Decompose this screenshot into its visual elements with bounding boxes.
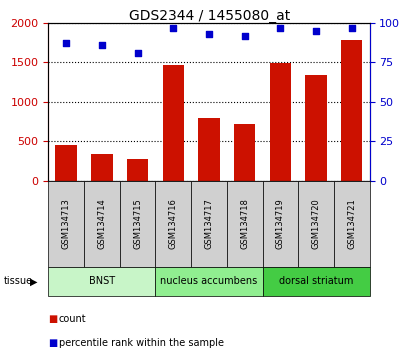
Bar — [155, 181, 191, 267]
Text: ▶: ▶ — [30, 276, 38, 286]
Bar — [155, 267, 262, 296]
Text: GSM134716: GSM134716 — [169, 199, 178, 249]
Text: GSM134720: GSM134720 — [312, 199, 320, 249]
Point — [241, 33, 248, 39]
Bar — [262, 267, 370, 296]
Text: dorsal striatum: dorsal striatum — [279, 276, 353, 286]
Bar — [298, 181, 334, 267]
Text: ■: ■ — [48, 338, 58, 348]
Bar — [262, 181, 298, 267]
Bar — [341, 40, 362, 181]
Point — [63, 41, 70, 46]
Point — [349, 25, 355, 30]
Text: GSM134717: GSM134717 — [205, 199, 213, 249]
Text: GSM134713: GSM134713 — [62, 199, 71, 249]
Text: ■: ■ — [48, 314, 58, 324]
Text: percentile rank within the sample: percentile rank within the sample — [59, 338, 224, 348]
Text: GSM134714: GSM134714 — [97, 199, 106, 249]
Bar — [120, 181, 155, 267]
Text: GSM134718: GSM134718 — [240, 199, 249, 249]
Bar — [84, 181, 120, 267]
Point — [277, 25, 284, 30]
Bar — [305, 75, 327, 181]
Bar — [55, 145, 77, 181]
Bar — [163, 65, 184, 181]
Bar — [198, 118, 220, 181]
Text: GSM134715: GSM134715 — [133, 199, 142, 249]
Point — [170, 25, 177, 30]
Bar — [270, 63, 291, 181]
Text: count: count — [59, 314, 87, 324]
Point — [98, 42, 105, 48]
Text: tissue: tissue — [4, 276, 33, 286]
Bar — [48, 267, 155, 296]
Text: GDS2344 / 1455080_at: GDS2344 / 1455080_at — [129, 9, 291, 23]
Text: nucleus accumbens: nucleus accumbens — [160, 276, 257, 286]
Bar — [91, 154, 113, 181]
Point — [206, 31, 212, 37]
Bar — [48, 181, 84, 267]
Text: GSM134719: GSM134719 — [276, 199, 285, 249]
Point — [134, 50, 141, 56]
Bar — [234, 124, 255, 181]
Point — [312, 28, 319, 34]
Bar — [227, 181, 262, 267]
Text: GSM134721: GSM134721 — [347, 199, 356, 249]
Text: BNST: BNST — [89, 276, 115, 286]
Bar — [334, 181, 370, 267]
Bar — [127, 159, 148, 181]
Bar — [191, 181, 227, 267]
